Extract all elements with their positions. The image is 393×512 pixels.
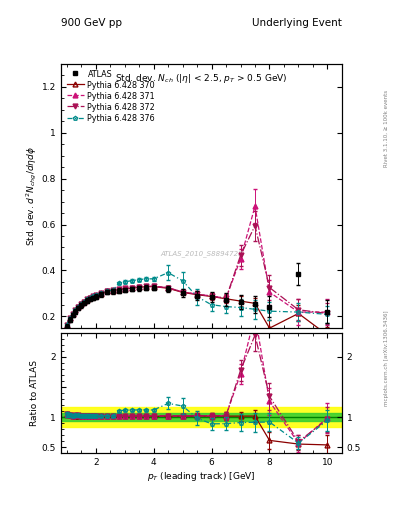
Y-axis label: Ratio to ATLAS: Ratio to ATLAS xyxy=(30,360,39,426)
Legend: ATLAS, Pythia 6.428 370, Pythia 6.428 371, Pythia 6.428 372, Pythia 6.428 376: ATLAS, Pythia 6.428 370, Pythia 6.428 37… xyxy=(65,68,157,124)
Text: ATLAS_2010_S8894728: ATLAS_2010_S8894728 xyxy=(160,250,243,257)
X-axis label: $p_T$ (leading track) [GeV]: $p_T$ (leading track) [GeV] xyxy=(147,470,255,483)
Text: 900 GeV pp: 900 GeV pp xyxy=(61,18,122,28)
Text: Underlying Event: Underlying Event xyxy=(252,18,342,28)
Text: Rivet 3.1.10, ≥ 100k events: Rivet 3.1.10, ≥ 100k events xyxy=(384,90,389,166)
Text: Std. dev. $N_{ch}$ ($|\eta|$ < 2.5, $p_T$ > 0.5 GeV): Std. dev. $N_{ch}$ ($|\eta|$ < 2.5, $p_T… xyxy=(115,72,288,85)
Y-axis label: Std. dev. $d^2N_{chg}/d\eta d\phi$: Std. dev. $d^2N_{chg}/d\eta d\phi$ xyxy=(24,146,39,246)
Text: mcplots.cern.ch [arXiv:1306.3436]: mcplots.cern.ch [arXiv:1306.3436] xyxy=(384,311,389,406)
